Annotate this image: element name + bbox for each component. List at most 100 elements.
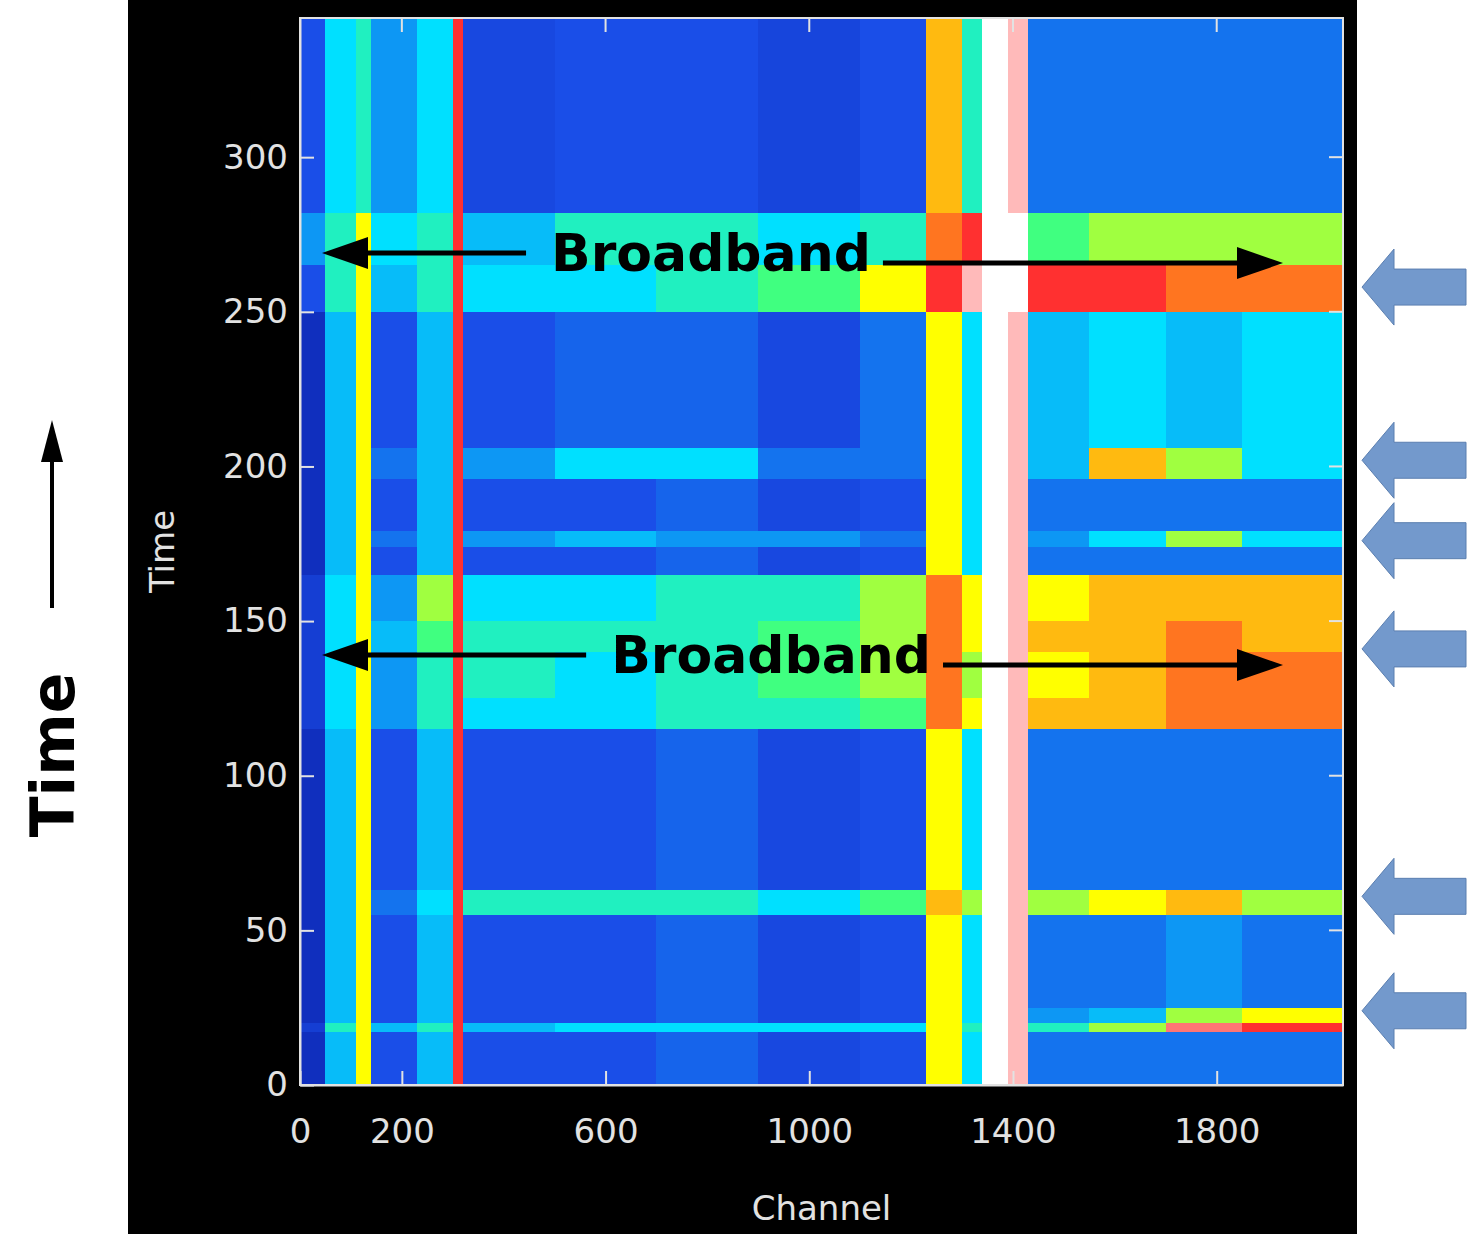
- heat-cell: [1242, 698, 1343, 729]
- heat-cell: [1242, 448, 1343, 479]
- heat-cell: [417, 1023, 453, 1032]
- tick: 50: [245, 910, 314, 950]
- heat-cell: [656, 1070, 758, 1085]
- heat-cell: [926, 1023, 962, 1032]
- heat-cell: [656, 18, 758, 213]
- heat-cell: [1166, 1032, 1242, 1069]
- heat-cell: [860, 312, 926, 448]
- annotations: BroadbandBroadband: [322, 223, 1283, 685]
- heat-cell: [1028, 915, 1089, 1008]
- heat-cell: [1089, 1023, 1165, 1032]
- heat-cell: [656, 698, 758, 729]
- heat-cell: [417, 698, 453, 729]
- tick-mark: [1329, 775, 1343, 777]
- heat-cell: [1008, 1070, 1028, 1085]
- heat-cell: [656, 890, 758, 915]
- heat-cell: [463, 448, 555, 479]
- heat-cell: [1008, 698, 1028, 729]
- heat-cell: [463, 312, 555, 448]
- heat-cell: [1166, 312, 1242, 448]
- heat-cell: [926, 890, 962, 915]
- heat-cell: [417, 1008, 453, 1023]
- heat-cell: [453, 547, 463, 575]
- heat-cell: [860, 1023, 926, 1032]
- tick: 0: [266, 1064, 314, 1104]
- tick: 1000: [767, 1071, 854, 1151]
- tick-mark: [605, 1071, 607, 1085]
- heat-cell: [860, 915, 926, 1008]
- heat-cell: [1008, 448, 1028, 479]
- heat-cell: [860, 698, 926, 729]
- heat-cell: [356, 890, 371, 915]
- tick: 150: [223, 600, 314, 640]
- heat-cell: [453, 312, 463, 448]
- heat-cell: [860, 479, 926, 532]
- heat-cell: [371, 312, 417, 448]
- tick-mark: [300, 930, 314, 932]
- heat-cell: [463, 547, 555, 575]
- heat-cell: [356, 479, 371, 532]
- heat-cell: [453, 1070, 463, 1085]
- heat-cell: [300, 265, 325, 311]
- heat-cell: [962, 1032, 982, 1069]
- heat-cell: [962, 698, 982, 729]
- heat-cell: [1242, 575, 1343, 621]
- tick-label: 0: [266, 1064, 288, 1104]
- heat-cell: [463, 1070, 555, 1085]
- heat-cell: [1089, 265, 1165, 311]
- heat-cell: [325, 1032, 356, 1069]
- heat-cell: [1242, 729, 1343, 890]
- heat-cell: [371, 1032, 417, 1069]
- heat-cell: [758, 479, 860, 532]
- heat-cell: [371, 621, 417, 652]
- heat-cell: [1242, 265, 1343, 311]
- heat-cell: [371, 479, 417, 532]
- heat-cell: [982, 1008, 1007, 1023]
- heat-cell: [1008, 312, 1028, 448]
- heat-cell: [758, 312, 860, 448]
- tick-label: 150: [223, 600, 288, 640]
- heat-cell: [962, 890, 982, 915]
- heat-cell: [1008, 479, 1028, 532]
- tick: 100: [223, 755, 314, 795]
- heat-cell: [1166, 1008, 1242, 1023]
- heat-cell: [982, 312, 1007, 448]
- heat-cell: [1242, 312, 1343, 448]
- heat-cell: [371, 652, 417, 698]
- heat-cell: [325, 575, 356, 621]
- right-ticks: [1329, 157, 1343, 1085]
- heat-cell: [300, 1023, 325, 1032]
- heat-cell: [1242, 890, 1343, 915]
- heat-cell: [982, 698, 1007, 729]
- heat-cell: [325, 698, 356, 729]
- heat-cell: [453, 448, 463, 479]
- heat-cell: [926, 479, 962, 532]
- heat-cell: [300, 698, 325, 729]
- heat-cell: [371, 265, 417, 311]
- heat-cell: [356, 1032, 371, 1069]
- heat-cell: [1028, 479, 1089, 532]
- heat-cell: [962, 531, 982, 546]
- tick-label: 1000: [767, 1111, 854, 1151]
- heat-cell: [1242, 915, 1343, 1008]
- heat-cell: [1089, 890, 1165, 915]
- heat-cell: [926, 621, 962, 652]
- heat-cell: [300, 213, 325, 266]
- tick-label: 0: [290, 1111, 312, 1151]
- heat-cell: [453, 1023, 463, 1032]
- heat-cell: [962, 265, 982, 311]
- tick-mark: [300, 311, 314, 313]
- event-arrow: [1362, 422, 1466, 498]
- heat-cell: [926, 18, 962, 213]
- tick: 250: [223, 291, 314, 331]
- tick-mark: [1216, 18, 1218, 32]
- heat-cell: [1089, 915, 1165, 1008]
- tick-mark: [1012, 18, 1014, 32]
- heat-cell: [417, 265, 453, 311]
- heat-cell: [1089, 652, 1165, 698]
- heat-cell: [656, 1008, 758, 1023]
- arrow-head: [1237, 247, 1283, 279]
- heat-cell: [417, 531, 453, 546]
- heat-cell: [1166, 890, 1242, 915]
- heat-cell: [417, 312, 453, 448]
